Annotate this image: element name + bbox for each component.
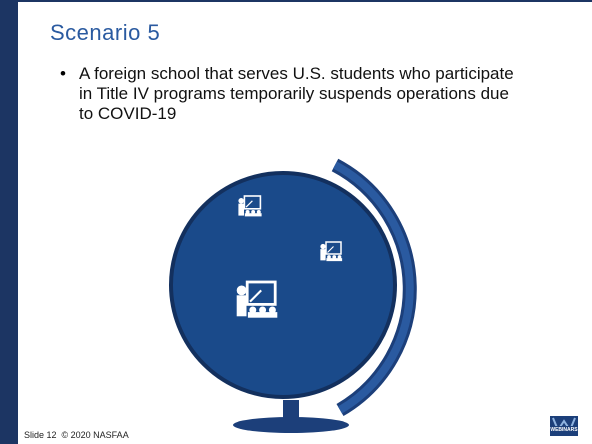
teacher-icon — [238, 195, 262, 217]
bullet-text: A foreign school that serves U.S. studen… — [79, 64, 514, 123]
top-border — [0, 0, 592, 2]
globe-stem — [283, 400, 299, 418]
globe-base — [233, 417, 349, 433]
logo-text: WEBINARS — [550, 427, 578, 433]
slide-footer: Slide 12 © 2020 NASFAA — [24, 430, 129, 440]
globe-stand-arc-inner — [333, 161, 414, 414]
bullet-item: A foreign school that serves U.S. studen… — [60, 64, 520, 124]
globe — [169, 171, 397, 399]
teacher-icon — [320, 241, 343, 262]
logo: WEBINARS — [550, 416, 578, 436]
teacher-icon — [236, 280, 278, 318]
slide-title: Scenario 5 — [50, 20, 161, 45]
bullet-dot: • — [60, 64, 66, 83]
side-bar — [0, 0, 18, 444]
